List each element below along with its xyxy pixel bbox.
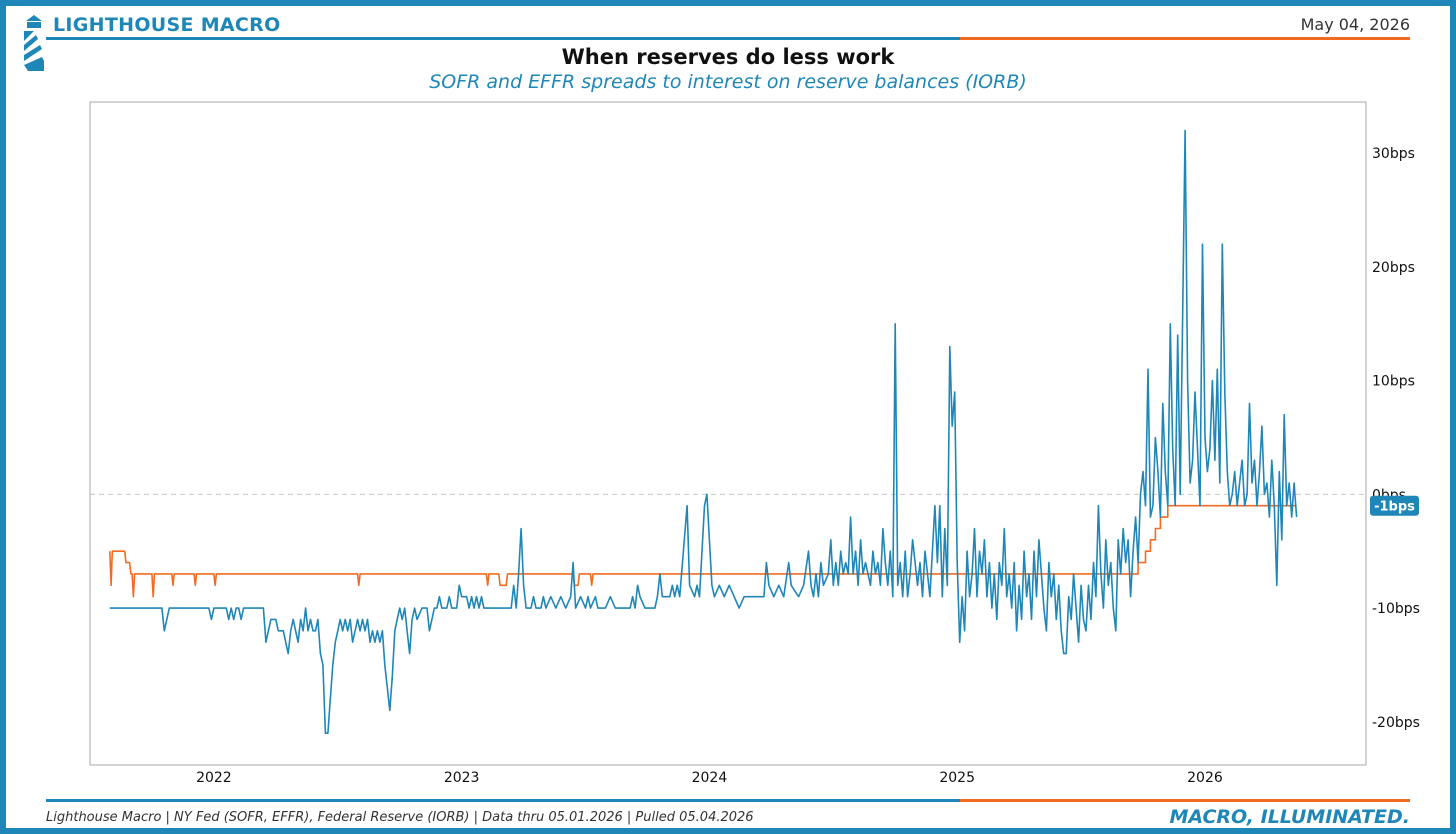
lighthouse-logo-icon (24, 15, 44, 71)
x-tick-label: 2026 (1187, 770, 1223, 786)
source-note: Lighthouse Macro | NY Fed (SOFR, EFFR), … (46, 810, 754, 825)
header-rule-blue (46, 37, 960, 40)
series-line-0 (109, 129, 1298, 734)
chart-title: When reserves do less work (561, 45, 895, 69)
y-tick-label: 10bps (1372, 374, 1415, 390)
series-line-1 (109, 504, 1297, 598)
plot-area-frame (89, 101, 1367, 766)
last-value-badge (1370, 495, 1419, 516)
y-tick-label: -20bps (1372, 715, 1420, 731)
x-tick-label: 2025 (939, 770, 975, 786)
report-date: May 04, 2026 (1300, 15, 1410, 34)
x-tick-label: 2022 (196, 770, 232, 786)
last-value-label: -1bps (1374, 500, 1415, 515)
tagline: MACRO, ILLUMINATED. (1169, 806, 1410, 828)
y-tick-label: 30bps (1372, 146, 1415, 162)
x-tick-label: 2023 (444, 770, 480, 786)
brand-name: LIGHTHOUSE MACRO (53, 14, 281, 36)
footer-rule-orange (960, 799, 1410, 802)
y-tick-label: 20bps (1372, 260, 1415, 276)
header-rule-orange (960, 37, 1410, 40)
x-tick-label: 2024 (692, 770, 728, 786)
chart-subtitle: SOFR and EFFR spreads to interest on res… (429, 71, 1027, 93)
y-tick-label: -10bps (1372, 601, 1420, 617)
footer-rule-blue (46, 799, 960, 802)
